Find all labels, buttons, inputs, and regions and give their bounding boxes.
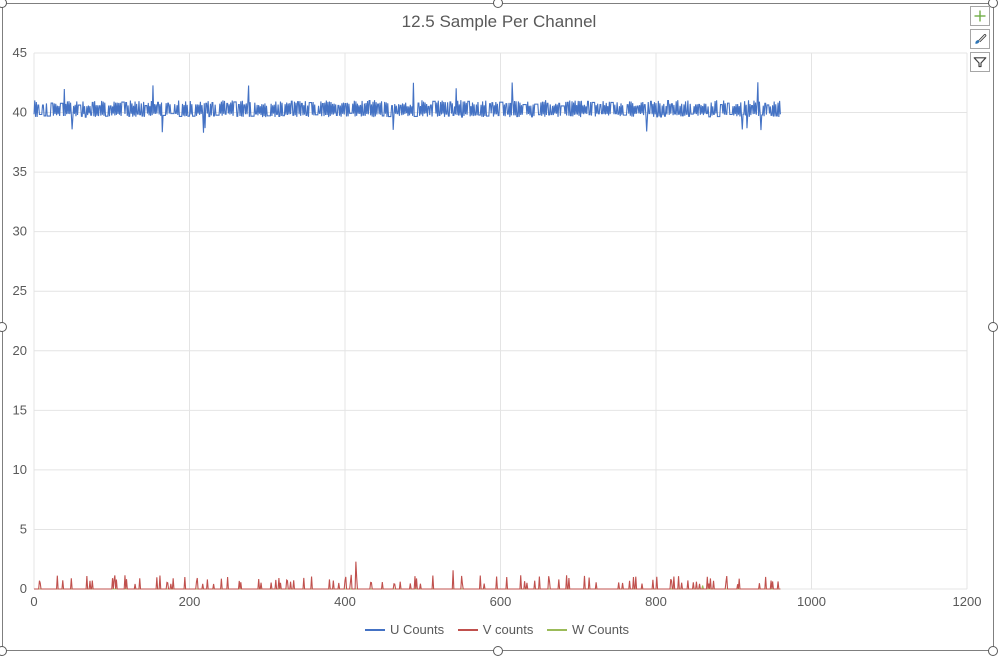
svg-text:35: 35 xyxy=(13,164,27,179)
svg-text:1000: 1000 xyxy=(797,594,826,609)
svg-text:25: 25 xyxy=(13,283,27,298)
svg-text:45: 45 xyxy=(13,45,27,60)
svg-text:0: 0 xyxy=(20,581,27,596)
svg-text:1200: 1200 xyxy=(953,594,982,609)
svg-text:200: 200 xyxy=(179,594,201,609)
svg-text:400: 400 xyxy=(334,594,356,609)
svg-text:20: 20 xyxy=(13,343,27,358)
svg-text:10: 10 xyxy=(13,462,27,477)
svg-text:5: 5 xyxy=(20,521,27,536)
svg-text:600: 600 xyxy=(490,594,512,609)
svg-text:40: 40 xyxy=(13,105,27,120)
svg-text:800: 800 xyxy=(645,594,667,609)
svg-text:0: 0 xyxy=(30,594,37,609)
svg-text:30: 30 xyxy=(13,224,27,239)
svg-text:15: 15 xyxy=(13,402,27,417)
